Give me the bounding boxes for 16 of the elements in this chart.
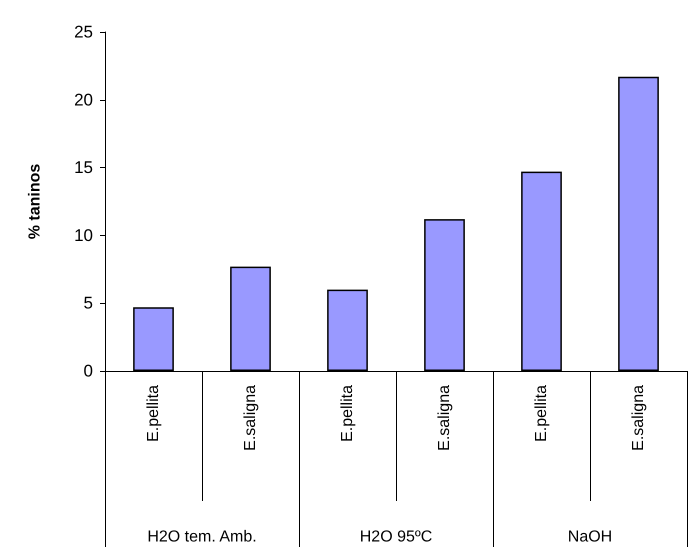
- x-tick-label: E.saligna: [242, 384, 259, 451]
- x-tick-label: E.pellita: [533, 384, 550, 442]
- text: H2O tem. Amb.: [147, 528, 257, 546]
- x-tick-label: E.saligna: [436, 384, 453, 451]
- y-axis-title: % taninos: [26, 164, 44, 240]
- y-tick-label: 5: [84, 294, 93, 313]
- y-tick-label: 10: [74, 226, 93, 245]
- x-tick-label: E.pellita: [339, 384, 356, 442]
- y-tick-label: 15: [74, 158, 93, 178]
- y-tick-label: 25: [74, 22, 93, 42]
- text: H2O 95ºC: [360, 528, 432, 546]
- x-tick-label: E.pellita: [145, 384, 162, 442]
- text: NaOH: [568, 528, 612, 546]
- y-tick-label: 20: [74, 90, 93, 110]
- y-tick-label: 0: [84, 362, 93, 380]
- x-tick-label: E.saligna: [630, 384, 647, 451]
